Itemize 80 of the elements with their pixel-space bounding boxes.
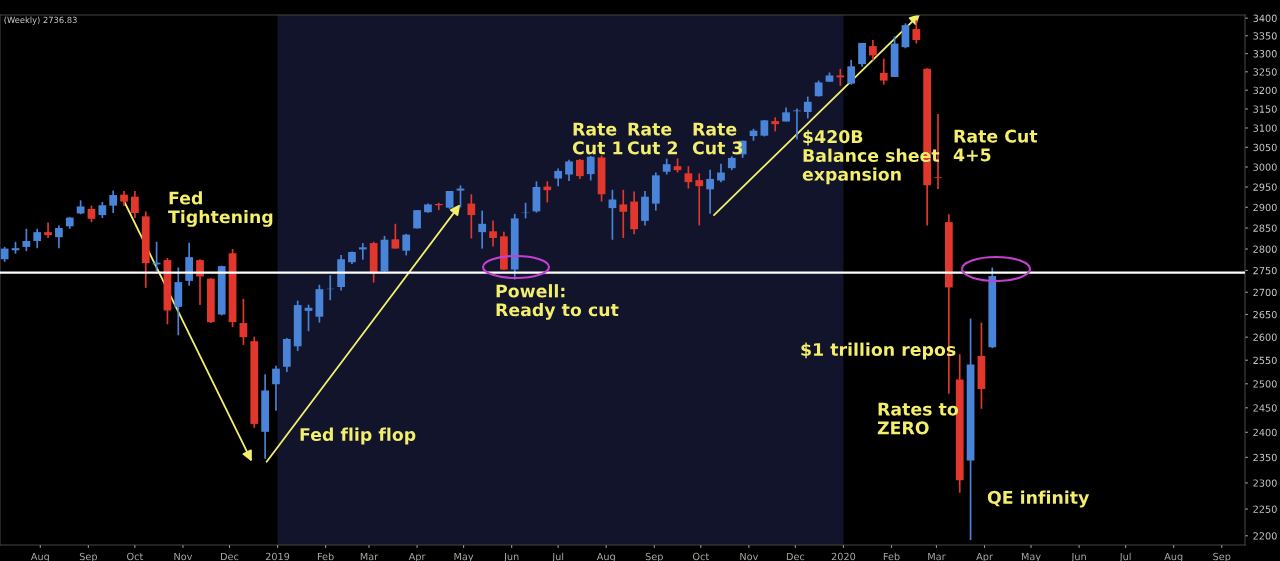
candlestick (619, 188, 628, 239)
candlestick (55, 224, 63, 249)
x-tick-label: Mar (928, 552, 946, 561)
y-tick-label: 2700 (1253, 288, 1277, 297)
y-tick-label: 3400 (1253, 14, 1277, 22)
y-tick-label: 3000 (1253, 163, 1277, 171)
candlestick (489, 219, 497, 248)
y-tick-label: 2750 (1253, 266, 1277, 275)
x-tick-label: Jun (1071, 552, 1086, 561)
candlestick (695, 172, 704, 227)
annotation: (Weekly) 2736.83 (4, 16, 77, 25)
y-tick-label: 3350 (1253, 32, 1277, 40)
candlestick (44, 221, 52, 239)
candlestick (901, 22, 910, 50)
annotation: Rate Cut 4+5 (953, 129, 1038, 162)
x-tick-label: Oct (692, 552, 709, 561)
annotation: Powell: Ready to cut (496, 284, 619, 320)
candlestick (272, 364, 280, 412)
y-tick-label: 2900 (1253, 203, 1277, 212)
y-tick-label: 3200 (1253, 86, 1277, 95)
candlestick (391, 222, 400, 250)
x-tick-label: Jun (503, 552, 519, 561)
y-tick-label: 2400 (1253, 428, 1277, 437)
candlestick (717, 162, 725, 183)
y-tick-label: 2800 (1253, 245, 1277, 253)
candlestick (847, 58, 856, 86)
candlestick (869, 39, 877, 61)
candlestick (912, 19, 921, 45)
x-tick-label: Mar (360, 552, 379, 561)
y-tick-label: 3050 (1253, 143, 1277, 152)
x-tick-label: Nov (740, 552, 759, 561)
annotation: Fed Tightening (168, 191, 273, 227)
y-tick-label: 3300 (1253, 50, 1277, 58)
x-tick-label: Feb (317, 552, 334, 561)
candlestick (706, 168, 714, 215)
x-tick-label: Dec (786, 552, 805, 561)
y-tick-label: 2200 (1253, 532, 1277, 540)
y-tick-label: 2250 (1253, 505, 1277, 513)
x-tick-label: Jul (551, 552, 564, 561)
x-tick-label: Nov (174, 552, 193, 561)
x-tick-label: 2020 (831, 552, 856, 561)
candlestick (131, 190, 139, 219)
candlestick (33, 227, 42, 249)
candlestick (575, 158, 584, 180)
annotation: Rate Cut 2 (627, 122, 678, 155)
candlestick (478, 209, 487, 250)
candlestick (239, 298, 248, 346)
candlestick (565, 159, 573, 182)
candlestick (402, 232, 411, 257)
x-tick-label: Dec (221, 552, 239, 561)
y-tick-label: 3100 (1253, 124, 1277, 132)
annotation: Rate Cut 1 (572, 122, 623, 155)
candlestick (109, 189, 118, 214)
annotation: QE infinity (987, 490, 1090, 508)
y-tick-label: 2950 (1253, 183, 1277, 191)
y-tick-label: 2550 (1253, 356, 1277, 365)
candlestick (879, 57, 888, 86)
y-tick-label: 2600 (1253, 333, 1277, 341)
candlestick (771, 116, 780, 133)
candlestick (803, 95, 812, 120)
y-tick-label: 3150 (1253, 105, 1277, 113)
candlestick (185, 241, 194, 287)
y-tick-label: 2300 (1253, 479, 1277, 487)
y-tick-label: 2850 (1253, 224, 1277, 232)
candlestick (358, 242, 367, 261)
candlestick (22, 227, 31, 252)
candlestick (793, 107, 801, 141)
candlestick (467, 193, 476, 240)
y-tick-label: 2500 (1253, 380, 1277, 388)
candlestick (684, 165, 693, 190)
x-tick-label: Jul (1119, 552, 1131, 561)
candlestick (586, 155, 595, 182)
x-tick-label: Feb (883, 552, 900, 561)
x-tick-label: Oct (127, 552, 144, 561)
y-tick-label: 2350 (1253, 453, 1277, 462)
x-tick-label: 2019 (265, 552, 290, 561)
y-tick-label: 2450 (1253, 404, 1277, 412)
y-tick-label: 2650 (1253, 310, 1277, 319)
annotation: Fed flip flop (300, 427, 416, 445)
y-tick-label: 3250 (1253, 68, 1277, 76)
